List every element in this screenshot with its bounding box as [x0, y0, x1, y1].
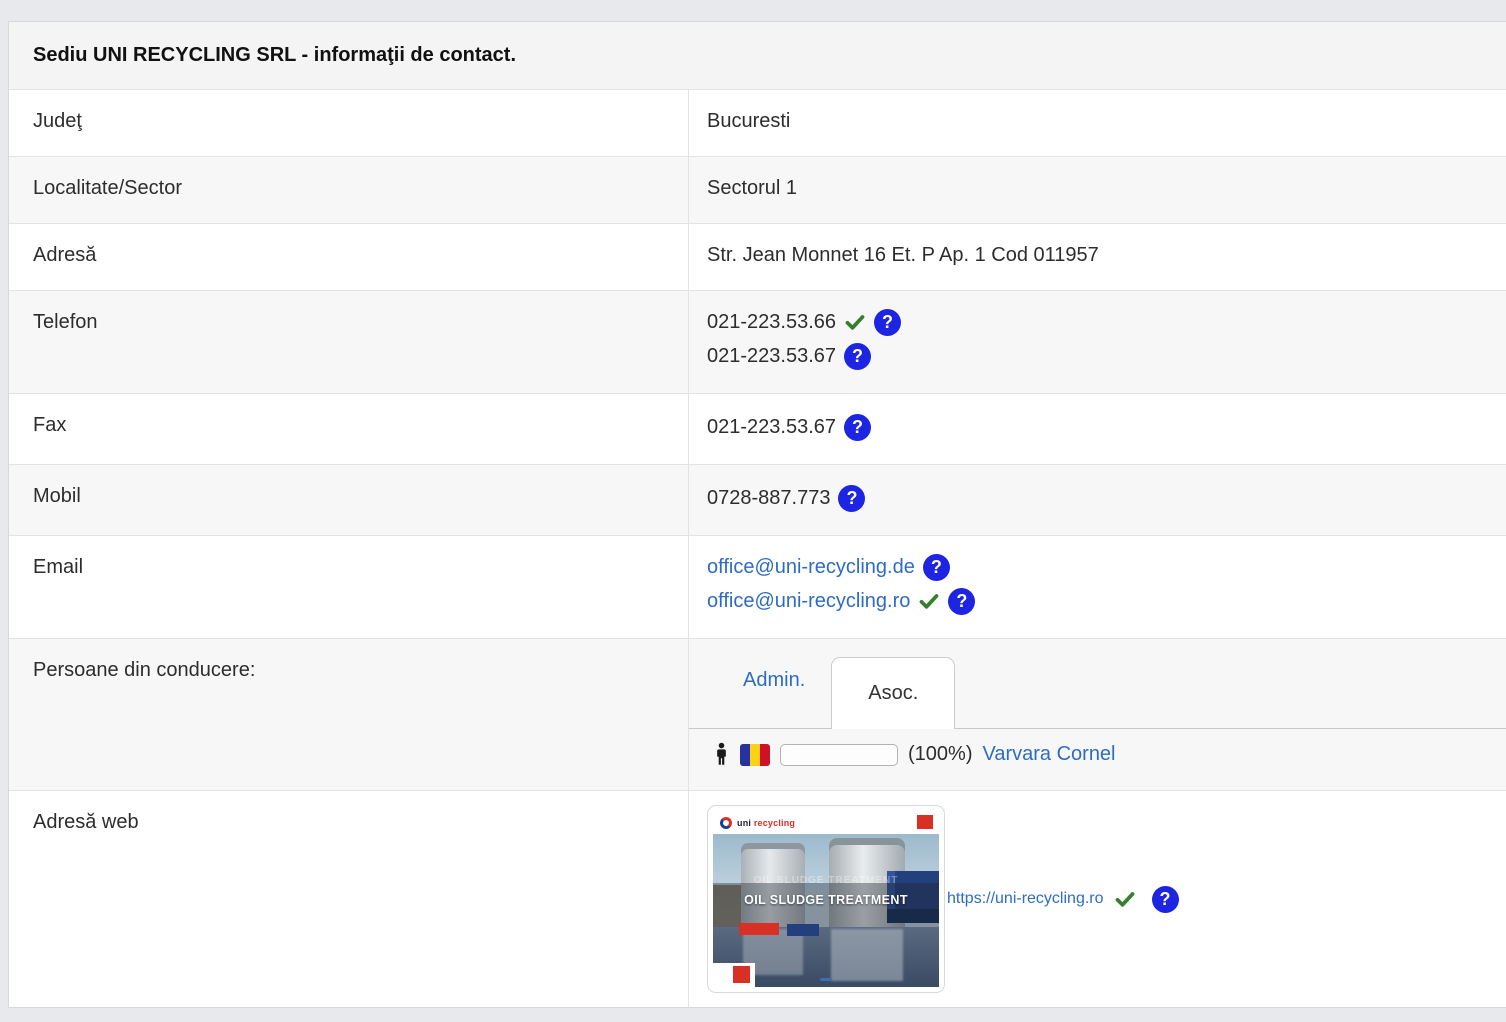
- thumb-logo-icon: [720, 816, 732, 829]
- associate-entry: (100%) Varvara Cornel: [713, 741, 1506, 768]
- thumb-ghost-text: OIL SLUDGE TREATMENT: [753, 875, 899, 886]
- thumb-red-button: [739, 923, 779, 935]
- thumb-topbar: uni recycling: [713, 811, 939, 834]
- tab-asoc[interactable]: Asoc.: [831, 657, 956, 729]
- thumb-pagination-dot: [820, 978, 832, 981]
- thumb-headline: OIL SLUDGE TREATMENT: [744, 893, 908, 907]
- row-label: Localitate/Sector: [9, 157, 689, 223]
- row-value: Sectorul 1: [707, 177, 798, 199]
- email-link[interactable]: office@uni-recycling.ro: [707, 589, 911, 612]
- share-percent: (100%): [908, 743, 973, 765]
- row-label: Adresă: [9, 224, 689, 290]
- row-label: Email: [9, 536, 689, 638]
- row-value: 021-223.53.66 ? 021-223.53.67 ?: [689, 291, 1506, 393]
- website-thumbnail[interactable]: OIL SLUDGE TREATMENT OIL SLUDGE TREATMEN…: [707, 805, 945, 993]
- phone-number: 021-223.53.67: [707, 344, 837, 367]
- associate-name-link[interactable]: Varvara Cornel: [982, 743, 1116, 765]
- table-title: Sediu UNI RECYCLING SRL - informaţii de …: [9, 22, 1506, 89]
- help-icon[interactable]: ?: [844, 413, 872, 441]
- thumb-blue-button: [787, 924, 819, 936]
- email-link[interactable]: office@uni-recycling.de: [707, 555, 915, 578]
- thumb-corner-square: [733, 966, 750, 983]
- verified-check-icon: [918, 591, 940, 611]
- phone-line: 021-223.53.67 ?: [707, 339, 1488, 373]
- row-value: Str. Jean Monnet 16 Et. P Ap. 1 Cod 0119…: [707, 244, 1099, 266]
- row-telefon: Telefon 021-223.53.66 ? 021-223.53.67 ?: [9, 290, 1506, 393]
- email-line: office@uni-recycling.de ?: [707, 550, 1488, 584]
- thumb-tank: [741, 843, 805, 935]
- row-judet: Judeţ Bucuresti: [9, 89, 1506, 156]
- romania-flag-icon: [740, 743, 770, 766]
- row-fax: Fax 021-223.53.67 ?: [9, 393, 1506, 464]
- fax-line: 021-223.53.67 ?: [707, 410, 1488, 444]
- phone-number: 021-223.53.66: [707, 310, 837, 333]
- row-label: Telefon: [9, 291, 689, 393]
- row-label: Mobil: [9, 465, 689, 535]
- row-label: Persoane din conducere:: [9, 639, 689, 790]
- help-icon[interactable]: ?: [838, 484, 866, 512]
- row-label: Adresă web: [9, 791, 689, 1007]
- thumb-brand-second: recycling: [753, 817, 796, 828]
- phone-line: 021-223.53.66 ?: [707, 305, 1488, 339]
- row-label: Judeţ: [9, 90, 689, 156]
- help-icon[interactable]: ?: [874, 308, 902, 336]
- row-adresa: Adresă Str. Jean Monnet 16 Et. P Ap. 1 C…: [9, 223, 1506, 290]
- fax-number: 021-223.53.67: [707, 415, 837, 438]
- thumb-containers: [887, 871, 939, 923]
- help-icon[interactable]: ?: [1151, 885, 1179, 913]
- row-value: Admin. Asoc. (100%) Varvara Cornel: [689, 639, 1506, 790]
- male-icon: [713, 741, 730, 768]
- email-line: office@uni-recycling.ro ?: [707, 584, 1488, 618]
- thumb-brand-first: uni: [737, 817, 752, 828]
- thumb-dark-band: [713, 883, 939, 927]
- row-label: Fax: [9, 394, 689, 464]
- help-icon[interactable]: ?: [844, 342, 872, 370]
- tab-admin[interactable]: Admin.: [743, 669, 806, 691]
- contact-table: Sediu UNI RECYCLING SRL - informaţii de …: [8, 21, 1506, 1008]
- verified-check-icon: [844, 312, 866, 332]
- website-url-link[interactable]: https://uni-recycling.ro: [947, 890, 1104, 907]
- row-localitate: Localitate/Sector Sectorul 1: [9, 156, 1506, 223]
- row-email: Email office@uni-recycling.de ? office@u…: [9, 535, 1506, 638]
- mobile-line: 0728-887.773 ?: [707, 481, 1488, 515]
- verified-check-icon: [1114, 889, 1136, 909]
- row-value: office@uni-recycling.de ? office@uni-rec…: [689, 536, 1506, 638]
- management-tabs: Admin. Asoc.: [689, 639, 1506, 729]
- share-progress-bar: [780, 743, 898, 766]
- row-web: Adresă web OIL SLUDGE TREATMENT OIL SLUD…: [9, 790, 1506, 1007]
- help-icon[interactable]: ?: [922, 553, 950, 581]
- row-mobil: Mobil 0728-887.773 ?: [9, 464, 1506, 535]
- thumb-reflection: [831, 929, 903, 981]
- row-value: 0728-887.773 ?: [689, 465, 1506, 535]
- mobile-number: 0728-887.773: [707, 486, 831, 509]
- row-value: OIL SLUDGE TREATMENT OIL SLUDGE TREATMEN…: [689, 791, 1506, 1007]
- row-value: 021-223.53.67 ?: [689, 394, 1506, 464]
- row-conducere: Persoane din conducere: Admin. Asoc. (10…: [9, 638, 1506, 790]
- thumb-menu-button: [917, 815, 933, 829]
- row-value: Bucuresti: [707, 110, 791, 132]
- help-icon[interactable]: ?: [948, 587, 976, 615]
- thumb-brand: uni recycling: [737, 818, 795, 828]
- website-thumbnail-image: OIL SLUDGE TREATMENT OIL SLUDGE TREATMEN…: [713, 811, 939, 987]
